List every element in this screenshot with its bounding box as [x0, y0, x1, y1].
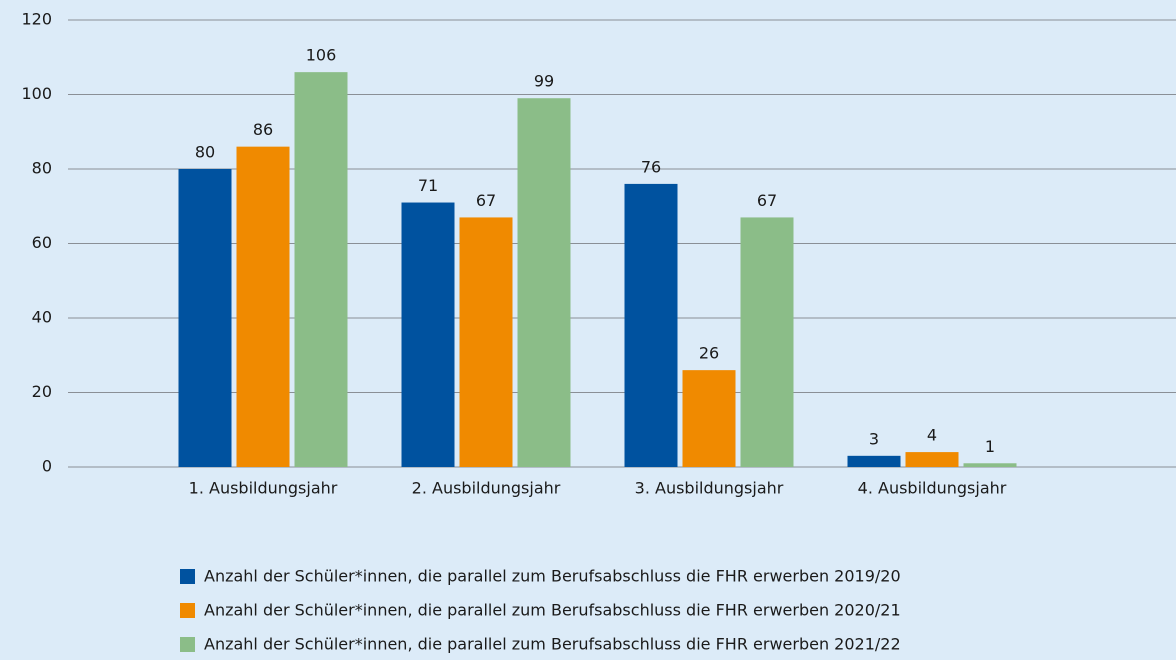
y-tick-label: 40: [32, 308, 52, 327]
legend-swatch: [180, 603, 195, 618]
legend-swatch: [180, 569, 195, 584]
data-label: 99: [534, 72, 554, 91]
bar: [847, 455, 901, 467]
data-label: 1: [985, 437, 995, 456]
bar: [963, 463, 1017, 467]
legend-swatch: [180, 637, 195, 652]
bar: [401, 202, 455, 467]
data-label: 80: [195, 143, 215, 162]
bar: [682, 370, 736, 467]
bar: [236, 146, 290, 467]
legend-label: Anzahl der Schüler*innen, die parallel z…: [204, 635, 901, 654]
data-label: 67: [757, 191, 777, 210]
bar: [740, 217, 794, 467]
y-tick-label: 0: [42, 457, 52, 476]
bar: [459, 217, 513, 467]
y-tick-label: 60: [32, 233, 52, 252]
bar: [178, 169, 232, 467]
data-label: 67: [476, 191, 496, 210]
x-tick-label: 3. Ausbildungsjahr: [635, 479, 784, 498]
data-label: 76: [641, 157, 661, 176]
y-tick-label: 80: [32, 159, 52, 178]
data-label: 86: [253, 120, 273, 139]
bar: [624, 183, 678, 467]
y-tick-label: 20: [32, 382, 52, 401]
bar: [905, 452, 959, 467]
y-tick-label: 100: [21, 84, 52, 103]
x-tick-label: 1. Ausbildungsjahr: [189, 479, 338, 498]
bar: [294, 72, 348, 468]
data-label: 3: [869, 429, 879, 448]
data-label: 71: [418, 176, 438, 195]
data-label: 26: [699, 344, 719, 363]
x-tick-label: 4. Ausbildungsjahr: [858, 479, 1007, 498]
x-tick-label: 2. Ausbildungsjahr: [412, 479, 561, 498]
legend-label: Anzahl der Schüler*innen, die parallel z…: [204, 567, 901, 586]
data-label: 106: [306, 46, 337, 65]
data-label: 4: [927, 426, 937, 445]
y-tick-label: 120: [21, 10, 52, 29]
legend-label: Anzahl der Schüler*innen, die parallel z…: [204, 601, 901, 620]
bar: [517, 98, 571, 467]
